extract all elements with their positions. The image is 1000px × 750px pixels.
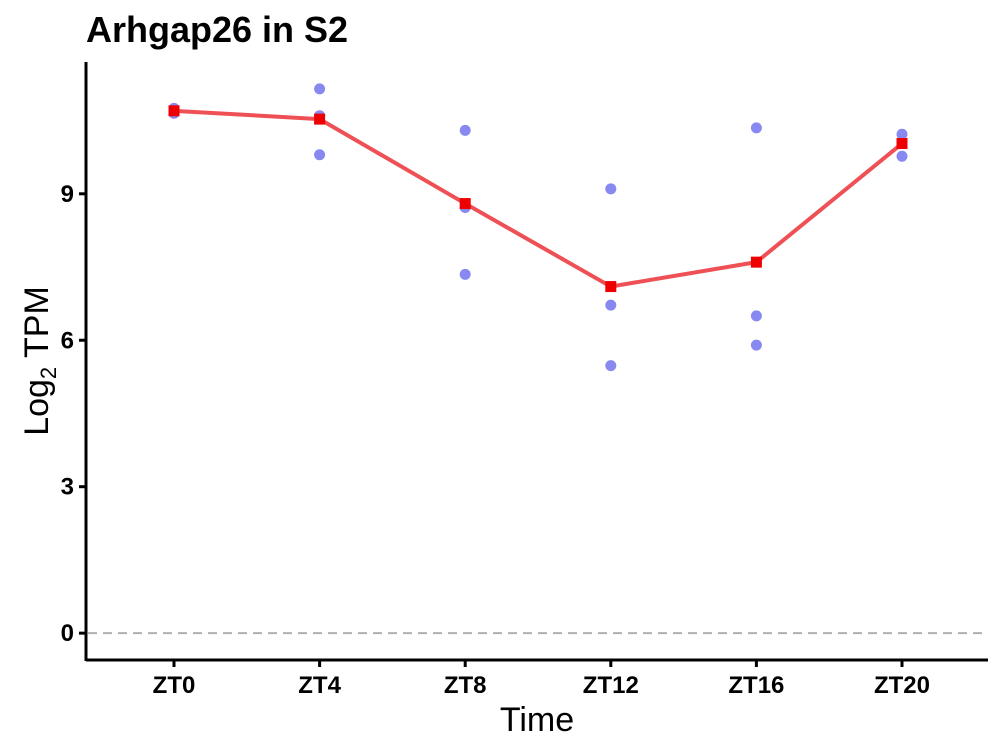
- replicate-point: [314, 83, 326, 95]
- y-axis-title-subscript: 2: [36, 367, 61, 379]
- mean-point: [750, 256, 762, 268]
- mean-point: [168, 105, 180, 117]
- replicate-point: [314, 149, 326, 161]
- replicate-point: [896, 128, 908, 140]
- x-tick-label: ZT20: [874, 672, 930, 699]
- x-tick-label: ZT16: [728, 672, 784, 699]
- x-axis-ticks: ZT0 ZT4 ZT8 ZT12 ZT16 ZT20: [153, 660, 930, 699]
- x-tick-label: ZT4: [298, 672, 341, 699]
- mean-markers: [168, 105, 908, 293]
- x-tick-label: ZT8: [444, 672, 487, 699]
- y-tick-label: 0: [61, 620, 74, 647]
- y-axis-ticks: 0 3 6 9: [61, 181, 86, 647]
- x-axis-title: Time: [500, 701, 574, 739]
- replicate-point: [896, 150, 908, 162]
- mean-point: [459, 198, 471, 210]
- y-tick-label: 6: [61, 327, 74, 354]
- replicate-point: [750, 310, 762, 322]
- replicate-point: [459, 124, 471, 136]
- y-axis-title: Log2 TPM: [18, 286, 61, 436]
- mean-line: [173, 108, 904, 289]
- replicate-point: [750, 339, 762, 351]
- mean-point: [605, 281, 617, 293]
- y-axis-title-tail: TPM: [18, 286, 56, 367]
- x-tick-label: ZT0: [153, 672, 196, 699]
- replicate-point: [750, 122, 762, 134]
- plot-area: [88, 83, 988, 635]
- y-axis-title-main: Log: [18, 379, 56, 436]
- x-tick-label: ZT12: [583, 672, 639, 699]
- mean-point: [896, 138, 908, 150]
- mean-point: [314, 113, 326, 125]
- replicate-point: [605, 360, 617, 372]
- replicate-point: [605, 299, 617, 311]
- replicate-point: [459, 268, 471, 280]
- y-tick-label: 3: [61, 474, 74, 501]
- chart-title: Arhgap26 in S2: [86, 9, 348, 50]
- y-tick-label: 9: [61, 181, 74, 208]
- replicate-point: [605, 183, 617, 195]
